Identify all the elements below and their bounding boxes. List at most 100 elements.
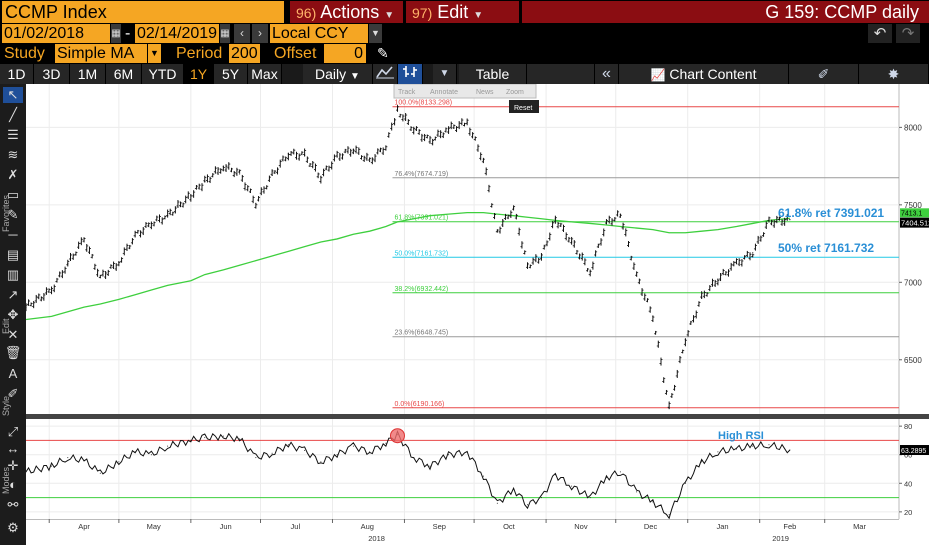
hline-tool-icon[interactable]: ─ bbox=[8, 227, 18, 242]
edit-menu[interactable]: 97) Edit ▼ bbox=[406, 1, 519, 23]
month-tick-label: Apr bbox=[78, 522, 90, 531]
fibonacci-tool-icon[interactable]: ☰ bbox=[7, 127, 19, 142]
range-button-6m[interactable]: 6M bbox=[106, 64, 142, 84]
bars-tool-icon[interactable]: ▤ bbox=[6, 247, 20, 262]
chart-content-icon: 📈 bbox=[650, 68, 666, 82]
currency-field[interactable]: Local CCY bbox=[270, 24, 368, 43]
price-point bbox=[482, 159, 484, 161]
price-point bbox=[222, 165, 224, 167]
mode-icon[interactable]: ◐ bbox=[9, 477, 17, 492]
edit-chart-icon[interactable]: ✐ bbox=[789, 64, 859, 84]
rsi-point bbox=[222, 435, 224, 437]
price-point bbox=[26, 306, 27, 308]
table-button[interactable]: Table bbox=[459, 64, 527, 84]
delete-icon[interactable]: ✕ bbox=[7, 327, 19, 342]
pane-divider[interactable] bbox=[26, 414, 929, 419]
edit-side-label: Edit bbox=[1, 318, 11, 334]
month-tick-label: Mar bbox=[853, 522, 866, 531]
range-button-5y[interactable]: 5Y bbox=[214, 64, 248, 84]
price-plot-area bbox=[26, 84, 899, 414]
graph-title: G 159: CCMP daily bbox=[522, 1, 929, 23]
line-chart-icon[interactable] bbox=[373, 64, 398, 84]
start-date-field[interactable]: 01/02/2018 bbox=[2, 24, 110, 43]
channel-tool-icon[interactable]: ≋ bbox=[7, 147, 19, 162]
rsi-point bbox=[735, 448, 737, 450]
text-tool-icon[interactable]: A bbox=[8, 366, 18, 381]
rsi-point bbox=[239, 438, 241, 440]
news-button[interactable]: News bbox=[476, 89, 494, 96]
chart-content-button[interactable]: 📈 Chart Content bbox=[619, 64, 789, 84]
range-button-3d[interactable]: 3D bbox=[34, 64, 70, 84]
zoom-button[interactable]: Zoom bbox=[506, 89, 524, 96]
settings-icon[interactable]: ⚙ bbox=[7, 520, 19, 535]
move-icon[interactable]: ✥ bbox=[7, 307, 19, 322]
rsi-point bbox=[768, 444, 770, 446]
price-point bbox=[336, 156, 338, 158]
security-field[interactable]: CCMP Index bbox=[2, 1, 284, 23]
drawing-toolbox bbox=[0, 84, 26, 545]
price-point bbox=[134, 235, 136, 237]
rsi-chart[interactable]: 80 60 40 20 63.2895 High RSI bbox=[26, 419, 929, 519]
redo-icon[interactable]: ↷ bbox=[896, 24, 920, 43]
pencil-icon[interactable]: ✎ bbox=[377, 45, 389, 61]
offset-field[interactable]: 0 bbox=[324, 44, 366, 63]
line-tool-icon[interactable]: ╱ bbox=[9, 107, 17, 122]
cursor-icon[interactable]: ↖ bbox=[3, 87, 23, 103]
range-button-ytd[interactable]: YTD bbox=[142, 64, 184, 84]
frequency-dropdown[interactable]: Daily ▼ bbox=[303, 64, 373, 84]
month-tick-label: Feb bbox=[783, 522, 796, 531]
calendar-icon[interactable]: ▦ bbox=[220, 24, 230, 43]
time-axis: Apr May Jun Jul Aug Sep Oct Nov Dec Jan Feb Mar 2018… bbox=[26, 519, 929, 545]
chevron-down-icon[interactable]: ▼ bbox=[369, 24, 382, 43]
rectangle-tool-icon[interactable]: ▭ bbox=[6, 187, 20, 202]
rsi-point bbox=[636, 491, 638, 493]
gear-icon[interactable]: ✸ bbox=[859, 64, 929, 84]
rsi-point bbox=[271, 452, 273, 454]
rsi-point bbox=[320, 461, 322, 463]
reset-button[interactable]: Reset bbox=[514, 105, 532, 112]
zoom-icon[interactable]: ⤢ bbox=[7, 424, 19, 439]
track-button[interactable]: Track bbox=[398, 89, 416, 96]
undo-icon[interactable]: ↶ bbox=[868, 24, 892, 43]
actions-menu[interactable]: 96) Actions ▼ bbox=[290, 1, 403, 23]
rsi-point bbox=[369, 451, 371, 453]
range-button-1d[interactable]: 1D bbox=[0, 64, 34, 84]
price-point bbox=[287, 153, 289, 155]
range-button-1m[interactable]: 1M bbox=[70, 64, 106, 84]
rsi-point bbox=[150, 454, 152, 456]
pan-icon[interactable]: ↔ bbox=[6, 441, 20, 456]
rsi-point bbox=[701, 461, 703, 463]
period-label: Period bbox=[176, 45, 223, 62]
brush-icon[interactable]: ✐ bbox=[7, 386, 19, 401]
period-field[interactable]: 200 bbox=[229, 44, 260, 63]
collapse-icon[interactable]: « bbox=[595, 64, 619, 84]
calendar-icon[interactable]: ▦ bbox=[111, 24, 121, 43]
next-period-button[interactable]: › bbox=[252, 24, 268, 43]
price-point bbox=[768, 221, 770, 223]
study-field[interactable]: Simple MA bbox=[55, 44, 147, 63]
rsi-point bbox=[26, 471, 27, 473]
trash-icon[interactable]: 🗑 bbox=[4, 345, 22, 360]
chevron-down-icon[interactable]: ▼ bbox=[148, 44, 161, 63]
ruler-tool-icon[interactable]: ▥ bbox=[6, 267, 20, 282]
range-button-1y[interactable]: 1Y bbox=[184, 64, 214, 84]
pen-tool-icon[interactable]: ✎ bbox=[7, 207, 19, 222]
price-point bbox=[526, 264, 529, 266]
annotate-button[interactable]: Annotate bbox=[430, 89, 458, 96]
crosshair-icon[interactable]: ✛ bbox=[7, 458, 19, 473]
price-point bbox=[496, 230, 498, 232]
rsi-tick-label: 40 bbox=[904, 479, 912, 488]
chevron-down-icon[interactable]: ▼ bbox=[433, 64, 457, 84]
bar-chart-icon[interactable] bbox=[398, 64, 423, 84]
trend-tool-icon[interactable]: ↗ bbox=[7, 287, 19, 302]
rsi-line bbox=[26, 430, 791, 519]
link-icon[interactable]: ⚯ bbox=[7, 497, 19, 512]
price-chart[interactable]: 100.0%(8133.298) 76.4%(7674.719) 61.8%(739… bbox=[26, 84, 929, 414]
arrow-tool-icon[interactable]: ✗ bbox=[7, 167, 19, 182]
price-point bbox=[204, 181, 206, 183]
prev-period-button[interactable]: ‹ bbox=[234, 24, 250, 43]
price-point bbox=[83, 238, 85, 240]
end-date-field[interactable]: 02/14/2019 bbox=[135, 24, 219, 43]
range-button-max[interactable]: Max bbox=[248, 64, 282, 84]
rsi-point bbox=[99, 472, 101, 474]
